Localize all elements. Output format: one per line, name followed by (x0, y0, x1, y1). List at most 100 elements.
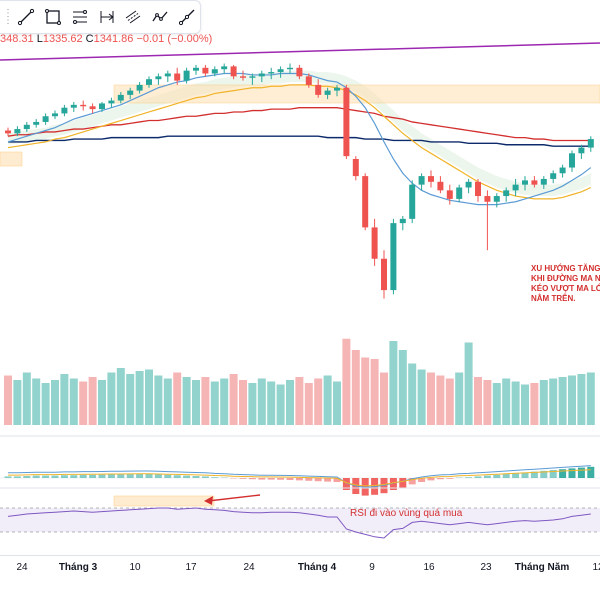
volume-bar (333, 381, 341, 425)
macd-histogram-bar (427, 478, 435, 481)
macd-histogram-bar (248, 478, 256, 480)
volume-bar (22, 372, 31, 425)
candle-body (428, 176, 434, 182)
path-icon[interactable] (149, 6, 171, 28)
candle-body (287, 67, 293, 70)
candle-body (258, 73, 265, 77)
trend-line-icon[interactable] (16, 6, 38, 28)
macd-histogram-bar (587, 466, 595, 478)
volume-bar (492, 383, 501, 425)
macd-histogram-bar (13, 476, 21, 478)
macd-histogram-bar (258, 478, 266, 480)
ma-mid-line (7, 84, 592, 200)
volume-bar (107, 372, 116, 425)
volume-bar (267, 381, 276, 425)
candle-body (587, 139, 594, 148)
volume-bar (286, 380, 294, 425)
candle-body (409, 184, 416, 219)
candle-body (324, 90, 331, 95)
macd-histogram-bar (295, 478, 303, 481)
time-axis-tick: 9 (369, 562, 375, 573)
candle-body (512, 184, 519, 191)
candle-body (343, 87, 350, 157)
macd-histogram-bar (559, 469, 567, 478)
candle-body (362, 176, 369, 228)
candle-body (99, 103, 105, 110)
macd-histogram-bar (126, 474, 134, 478)
candle-body (146, 79, 152, 85)
time-axis-tick: 12 (592, 562, 600, 573)
date-price-range-icon[interactable] (96, 6, 118, 28)
volume-bar (427, 372, 435, 425)
candle-body (569, 153, 575, 168)
volume-bar (126, 374, 135, 425)
volume-bar (314, 378, 323, 425)
candle-body (381, 258, 387, 291)
candle-body (334, 87, 340, 91)
candle-body (540, 178, 547, 185)
candle-body (89, 106, 96, 110)
candle-body (352, 159, 359, 177)
macd-histogram-bar (98, 474, 106, 478)
volume-bar (229, 374, 238, 425)
macd-histogram-bar (192, 476, 200, 478)
volume-bar (201, 377, 210, 425)
time-axis[interactable]: 24 Tháng 3 10 17 24 Tháng 4 9 16 23 Tháng Năm 12 (0, 555, 600, 576)
macd-histogram-bar (465, 477, 473, 478)
rsi-annotation: RSI đi vào vùng quá mua (350, 508, 463, 519)
macd-histogram-bar (408, 478, 416, 485)
drag-handle-icon[interactable]: ⋮ ⋮ (3, 8, 13, 26)
candle-body (249, 76, 256, 78)
macd-histogram-bar (493, 474, 501, 478)
ray-icon[interactable] (176, 6, 198, 28)
macd-histogram-bar (23, 476, 31, 478)
macd-histogram-bar (418, 478, 426, 482)
fib-retracement-icon[interactable] (69, 6, 91, 28)
macd-histogram-bar (117, 474, 125, 478)
macd-histogram-bar (173, 475, 181, 478)
macd-histogram-bar (136, 474, 144, 478)
candle-body (268, 72, 275, 74)
time-axis-tick: 24 (16, 562, 28, 573)
macd-histogram-bar (530, 471, 538, 478)
volume-bar (304, 383, 313, 425)
time-axis-tick: Tháng 4 (297, 562, 337, 573)
macd-histogram-bar (502, 474, 510, 478)
macd-histogram-bar (211, 477, 219, 478)
ohlc-change: −0.01 (−0.00%) (136, 33, 213, 45)
volume-bar (173, 372, 182, 425)
volume-bar (558, 377, 567, 425)
macd-histogram-bar (267, 478, 275, 480)
candle-body (127, 90, 134, 95)
ohlc-close-value: 1341.86 (93, 33, 134, 45)
macd-histogram-bar (568, 468, 576, 478)
volume-bar (41, 383, 50, 425)
macd-histogram-bar (549, 470, 557, 478)
macd-histogram-bar (577, 467, 585, 478)
candle-body (475, 181, 481, 197)
candle-body (61, 107, 68, 114)
volume-bar (98, 380, 106, 425)
candle-body (33, 121, 40, 125)
candle-body (418, 176, 425, 185)
volume-bar (182, 377, 191, 425)
candle-body (550, 173, 557, 179)
volume-bar (4, 375, 12, 425)
candle-body (559, 167, 566, 174)
trend-annotation: XU HƯỚNG TĂNG KHI ĐƯỜNG MA NH KÉO VƯỢT M… (531, 264, 600, 303)
parallel-channel-icon[interactable] (122, 6, 144, 28)
candle-body (230, 66, 237, 77)
rsi-arrow-line (207, 494, 261, 502)
ohlc-legend: 348.31 L1335.62 C1341.86 −0.01 (−0.00%) (0, 33, 212, 45)
time-axis-tick: 16 (423, 562, 435, 573)
volume-bar (32, 378, 41, 425)
volume-bar (145, 369, 153, 425)
volume-bar (276, 384, 285, 425)
rectangle-icon[interactable] (42, 6, 64, 28)
candle-body (399, 218, 406, 224)
volume-bar (342, 338, 351, 425)
macd-histogram-bar (79, 474, 87, 478)
macd-histogram-bar (107, 474, 115, 478)
macd-histogram-bar (60, 475, 68, 478)
